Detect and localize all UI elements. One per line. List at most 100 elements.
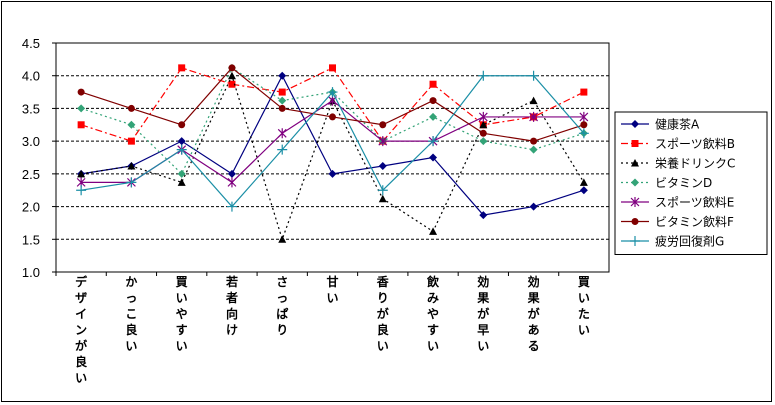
series-7 (76, 70, 589, 212)
data-point (329, 113, 336, 121)
y-tick-label: 4.0 (22, 69, 40, 84)
data-point (631, 120, 639, 128)
data-point (529, 202, 538, 211)
y-tick-label: 3.5 (22, 101, 40, 116)
legend: 健康茶A スポーツ飲料B 栄養ドリンクC ビタミンD スポーツ飲料E ビタミン飲料F 疲労回… (614, 111, 768, 255)
data-point (631, 218, 639, 225)
data-point (428, 136, 439, 147)
data-point (77, 121, 85, 129)
legend-item: 栄養ドリンクC (621, 156, 735, 171)
data-point (578, 128, 589, 139)
data-point (479, 120, 488, 129)
legend-label: スポーツ飲料E (655, 195, 734, 210)
y-tick-label: 2.5 (22, 167, 40, 182)
data-point (127, 162, 136, 170)
data-point (429, 153, 438, 162)
data-point (529, 96, 538, 105)
data-point (529, 111, 539, 122)
x-tick-label: かっこ良い (125, 275, 137, 353)
series-6 (77, 64, 588, 145)
data-point (378, 136, 388, 147)
x-tick-label: 甘い (326, 274, 338, 305)
x-tick-label: 飲みやすい (426, 274, 440, 353)
data-point (579, 178, 588, 186)
data-point (579, 111, 589, 122)
legend-item: スポーツ飲料E (621, 195, 734, 210)
legend-item: ビタミンD (621, 176, 712, 190)
data-point (631, 178, 639, 187)
data-point (278, 104, 286, 112)
legend-item: 健康茶A (621, 117, 700, 132)
data-point (76, 185, 87, 196)
data-point (278, 88, 286, 96)
data-point (178, 121, 186, 129)
data-point (227, 177, 237, 188)
legend-item: スポーツ飲料B (621, 136, 735, 151)
legend-label: 疲労回復剤G (655, 234, 724, 249)
x-tick-label: 若者向け (225, 274, 238, 337)
data-point (631, 159, 639, 167)
data-point (630, 197, 640, 207)
data-point (226, 201, 237, 212)
legend-label: 健康茶A (655, 117, 700, 132)
x-tick-label: デザインが良い (75, 274, 88, 385)
data-point (227, 71, 236, 80)
data-point (177, 178, 186, 186)
x-axis: デザインが良い かっこ良い 買いやすい 若者向け さっぱり 甘い 香りが良い 飲みやすい 効果が… (55, 272, 590, 385)
data-point (379, 121, 387, 129)
data-point (478, 111, 488, 122)
data-point (327, 87, 338, 98)
x-tick-label: 香りが良い (376, 274, 389, 353)
data-point (227, 169, 236, 178)
data-point (127, 120, 136, 129)
data-point (228, 64, 236, 72)
y-tick-label: 1.0 (22, 265, 40, 280)
data-point (630, 236, 640, 246)
legend-item: ビタミン飲料F (621, 214, 734, 229)
x-tick-label: 効果がある (527, 274, 540, 353)
data-point (178, 64, 186, 72)
data-point (278, 71, 287, 80)
data-point (176, 144, 187, 155)
data-point (478, 70, 489, 81)
data-point (429, 227, 438, 235)
data-point (378, 162, 387, 171)
data-point (479, 137, 488, 146)
data-point (479, 211, 488, 220)
data-point (329, 64, 336, 72)
data-point (328, 169, 337, 178)
data-point (580, 88, 588, 96)
data-point (579, 186, 588, 195)
data-point (77, 104, 86, 113)
legend-item: 疲労回復剤G (621, 234, 724, 249)
data-point (580, 121, 588, 129)
legend-label: スポーツ飲料B (655, 136, 735, 151)
data-point (278, 235, 287, 243)
series-group (76, 63, 589, 243)
data-point (77, 169, 86, 178)
y-axis: 1.0 1.5 2.0 2.5 3.0 3.5 4.0 4.5 (22, 36, 56, 280)
data-point (429, 80, 437, 88)
x-tick-label: 効果が早い (476, 274, 489, 353)
data-point (127, 137, 135, 145)
data-point (228, 80, 236, 88)
x-tick-label: さっぱり (276, 275, 288, 337)
x-tick-label: 買いたい (578, 275, 590, 337)
data-point (277, 144, 288, 155)
data-point (530, 137, 538, 145)
data-point (377, 185, 388, 196)
y-tick-label: 3.0 (22, 134, 40, 149)
y-tick-label: 4.5 (22, 36, 40, 51)
y-tick-label: 1.5 (22, 232, 40, 247)
data-point (528, 70, 539, 81)
data-point (378, 194, 387, 203)
y-tick-label: 2.0 (22, 200, 40, 215)
data-point (177, 169, 186, 178)
data-point (479, 129, 487, 137)
x-tick-label: 買いやすい (176, 275, 188, 353)
legend-label: 栄養ドリンクC (655, 156, 735, 171)
data-point (126, 177, 137, 188)
data-point (127, 104, 135, 112)
legend-box (614, 111, 768, 255)
data-point (429, 112, 438, 121)
